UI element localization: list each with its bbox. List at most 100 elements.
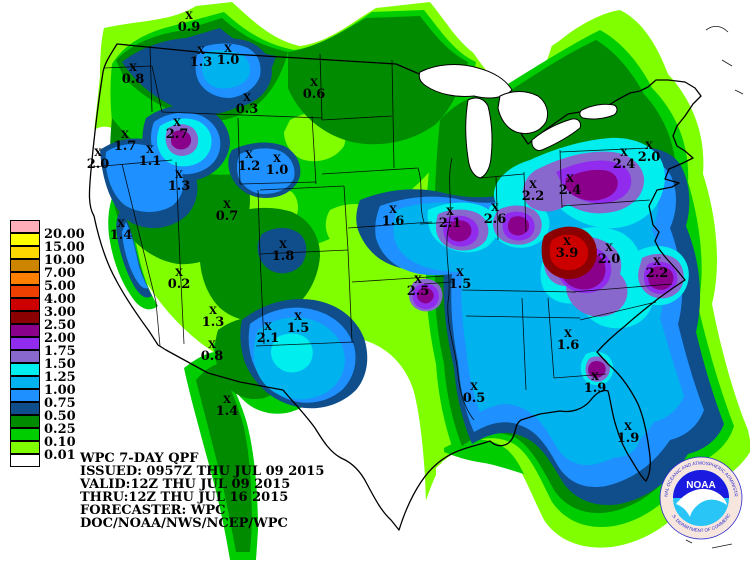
legend-swatch — [10, 259, 40, 272]
legend-swatch — [10, 246, 40, 259]
legend-row: 2.50 — [10, 311, 80, 332]
thru-line: THRU:12Z THU JUL 16 2015 — [80, 490, 289, 505]
qpf-max-point: X 2.1 — [256, 322, 280, 347]
legend-value: 0.75 — [44, 396, 76, 411]
qpf-max-point: X 1.6 — [556, 330, 580, 354]
qpf-max-point: X 1.5 — [286, 313, 310, 337]
point-x-marker-icon: X — [310, 78, 318, 90]
point-x-marker-icon: X — [94, 148, 102, 160]
legend-row: 0.10 — [10, 428, 80, 449]
qpf-max-point: X 1.0 — [266, 154, 289, 178]
point-x-marker-icon: X — [566, 174, 574, 186]
forecaster-line: FORECASTER: WPC — [80, 503, 226, 518]
noaa-globe-top — [673, 470, 729, 498]
legend-value: 2.50 — [44, 318, 76, 333]
legend-row: 3.00 — [10, 298, 80, 319]
point-x-marker-icon: X — [456, 268, 464, 280]
legend-value: 7.00 — [44, 266, 76, 281]
qpf-max-point: X 1.3 — [190, 47, 213, 69]
qpf-max-point: X 1.1 — [139, 145, 162, 169]
qpf-max-point: X 2.1 — [438, 207, 462, 232]
qpf-max-point: X 2.0 — [638, 141, 661, 165]
point-x-marker-icon: X — [146, 145, 154, 157]
legend-row: 1.50 — [10, 350, 80, 371]
point-x-marker-icon: X — [605, 243, 613, 255]
point-x-marker-icon: X — [414, 275, 422, 287]
qpf-max-point: X 1.9 — [584, 373, 607, 396]
point-value: 1.5 — [448, 277, 472, 293]
point-x-marker-icon: X — [529, 180, 537, 192]
legend-row: 0.25 — [10, 415, 80, 436]
point-value: 0.8 — [121, 72, 145, 88]
legend-row: 1.00 — [10, 376, 80, 397]
qpf-max-point: X 0.6 — [302, 78, 326, 103]
point-x-marker-icon: X — [175, 170, 183, 182]
qpf-max-point: X 1.3 — [168, 170, 191, 194]
point-x-marker-icon: X — [645, 141, 653, 153]
qpf-max-point: X 1.3 — [202, 307, 225, 330]
legend-row: 10.00 — [10, 246, 85, 267]
legend-swatch — [10, 350, 40, 363]
point-value: 2.2 — [521, 189, 545, 205]
qpf-max-point: X 1.0 — [217, 45, 240, 67]
qpf-max-point: X 2.4 — [613, 148, 636, 172]
point-value: 0.7 — [215, 209, 239, 225]
qpf-max-point: X 2.5 — [407, 275, 430, 299]
legend-row: 1.75 — [10, 337, 80, 358]
point-x-marker-icon: X — [173, 118, 181, 130]
point-value: 1.8 — [271, 249, 295, 265]
qpf-max-point: X 1.4 — [216, 396, 239, 419]
point-x-marker-icon: X — [563, 237, 571, 249]
point-value: 1.4 — [109, 228, 133, 244]
point-value: 1.5 — [286, 321, 310, 337]
legend-swatch — [10, 454, 40, 467]
point-value: 1.6 — [556, 338, 580, 354]
legend-row: 4.00 — [10, 285, 80, 306]
legend-swatch — [10, 220, 40, 233]
point-x-marker-icon: X — [620, 148, 628, 160]
point-value: 1.2 — [237, 159, 261, 175]
qpf-max-point: X 1.2 — [237, 151, 261, 175]
point-value: 1.0 — [216, 53, 240, 69]
point-x-marker-icon: X — [389, 205, 397, 217]
point-value: 2.0 — [86, 157, 110, 173]
legend-row: 7.00 — [10, 259, 80, 280]
precip-legend: 20.00 15.00 10.00 7.00 5.00 4.00 3.00 2.50 2.00 1… — [10, 220, 85, 468]
map-title: WPC 7-DAY QPF — [80, 451, 199, 466]
legend-value: 2.00 — [44, 331, 76, 346]
legend-swatch — [10, 402, 40, 415]
qpf-max-point: X 2.6 — [484, 203, 507, 227]
qpf-max-point: X 2.4 — [558, 174, 582, 199]
qpf-max-point: X 2.0 — [597, 243, 621, 268]
legend-swatch — [10, 363, 40, 376]
point-x-marker-icon: X — [273, 154, 281, 166]
noaa-logo: NATIONAL OCEANIC AND ATMOSPHERIC ADMINIS… — [659, 456, 743, 540]
point-value: 2.0 — [597, 252, 621, 268]
point-value: 2.4 — [558, 183, 582, 199]
legend-value: 1.25 — [44, 370, 76, 385]
point-x-marker-icon: X — [491, 203, 499, 215]
noaa-seagull-icon — [676, 488, 727, 517]
point-x-marker-icon: X — [446, 207, 454, 219]
point-x-marker-icon: X — [264, 322, 272, 334]
point-value: 2.1 — [256, 331, 280, 347]
noaa-wordmark: NOAA — [686, 480, 715, 491]
point-value: 2.1 — [438, 216, 462, 232]
qpf-max-point: X 0.3 — [236, 94, 259, 117]
qpf-max-point: X 0.5 — [463, 382, 486, 406]
qpf-max-point: X 2.2 — [645, 258, 669, 282]
point-value: 2.2 — [645, 266, 669, 282]
legend-value: 5.00 — [44, 279, 76, 294]
legend-row: 1.25 — [10, 363, 80, 384]
legend-value: 1.00 — [44, 383, 76, 398]
point-x-marker-icon: X — [470, 382, 478, 394]
legend-swatch — [10, 415, 40, 428]
point-value: 1.7 — [113, 139, 137, 155]
point-value: 0.6 — [302, 87, 326, 103]
qpf-max-point: X 2.0 — [86, 148, 110, 173]
point-x-marker-icon: X — [208, 340, 216, 352]
qpf-max-point: X 2.7 — [166, 118, 189, 142]
legend-swatch — [10, 272, 40, 285]
